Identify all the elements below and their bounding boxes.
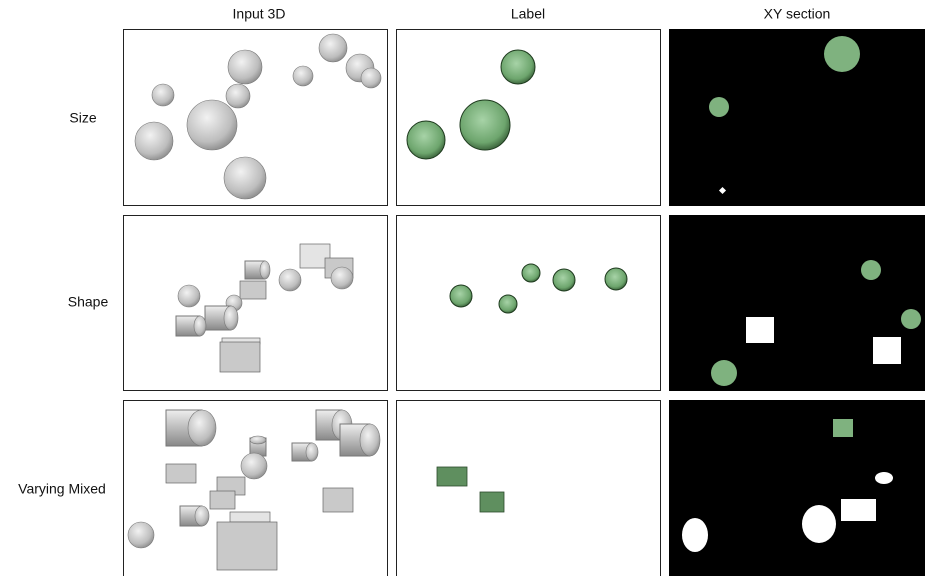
- panel-label: [396, 29, 661, 206]
- panel-input: [123, 215, 388, 391]
- panel-xy: [669, 215, 925, 391]
- row-label: Size: [69, 110, 96, 126]
- panel-input: [123, 29, 388, 206]
- panel-xy: [669, 400, 925, 576]
- column-header: Label: [511, 6, 545, 22]
- row-label: Shape: [68, 294, 109, 310]
- row-label: Varying Mixed: [18, 481, 106, 497]
- panel-xy: [669, 29, 925, 206]
- panel-input: [123, 400, 388, 576]
- panel-label: [396, 400, 661, 576]
- column-header: XY section: [764, 6, 831, 22]
- panel-label: [396, 215, 661, 391]
- column-header: Input 3D: [233, 6, 286, 22]
